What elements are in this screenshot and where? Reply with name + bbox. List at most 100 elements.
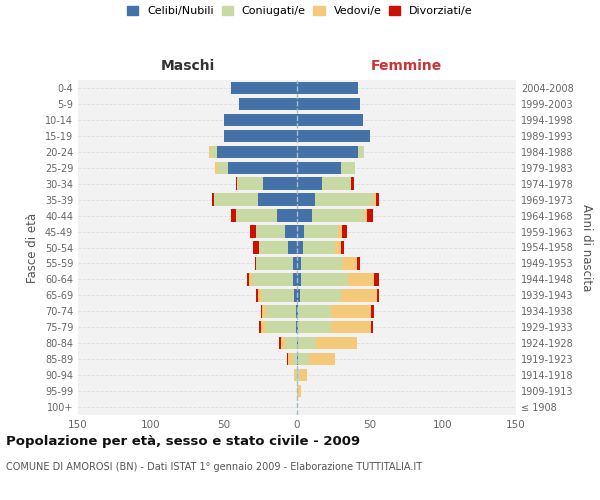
Bar <box>297 178 322 190</box>
Bar <box>297 130 370 142</box>
Bar <box>373 194 376 206</box>
Bar <box>247 273 249 285</box>
Bar <box>224 130 297 142</box>
Text: Popolazione per età, sesso e stato civile - 2009: Popolazione per età, sesso e stato civil… <box>6 435 360 448</box>
Bar <box>253 242 259 254</box>
Bar <box>256 289 257 302</box>
Text: Femmine: Femmine <box>371 58 442 72</box>
Bar <box>322 178 351 190</box>
Bar <box>257 289 262 302</box>
Bar <box>331 305 371 318</box>
Text: Maschi: Maschi <box>160 58 215 72</box>
Legend: Celibi/Nubili, Coniugati/e, Vedovi/e, Divorziati/e: Celibi/Nubili, Coniugati/e, Vedovi/e, Di… <box>127 6 473 16</box>
Bar <box>341 289 377 302</box>
Bar <box>331 321 371 334</box>
Bar <box>342 257 357 270</box>
Bar <box>237 178 263 190</box>
Bar <box>297 273 301 285</box>
Bar <box>297 82 358 94</box>
Bar <box>211 146 217 158</box>
Bar <box>288 242 297 254</box>
Bar <box>371 321 373 334</box>
Bar <box>293 273 297 285</box>
Bar <box>297 98 360 110</box>
Y-axis label: Anni di nascita: Anni di nascita <box>580 204 593 291</box>
Bar <box>229 162 297 174</box>
Bar <box>297 210 311 222</box>
Bar <box>262 289 294 302</box>
Bar <box>212 194 214 206</box>
Bar <box>297 114 363 126</box>
Bar <box>224 114 297 126</box>
Bar <box>377 289 379 302</box>
Bar <box>297 289 300 302</box>
Bar <box>342 226 347 238</box>
Bar <box>298 353 308 366</box>
Bar <box>304 226 338 238</box>
Bar <box>297 321 298 334</box>
Bar <box>259 242 288 254</box>
Bar <box>335 242 341 254</box>
Bar <box>297 353 298 366</box>
Bar <box>376 194 379 206</box>
Bar <box>297 146 358 158</box>
Bar <box>293 353 297 366</box>
Bar <box>286 337 297 349</box>
Bar <box>294 289 297 302</box>
Text: COMUNE DI AMOROSI (BN) - Dati ISTAT 1° gennaio 2009 - Elaborazione TUTTITALIA.IT: COMUNE DI AMOROSI (BN) - Dati ISTAT 1° g… <box>6 462 422 472</box>
Bar <box>296 369 297 382</box>
Bar <box>214 194 257 206</box>
Bar <box>236 178 237 190</box>
Bar <box>256 257 293 270</box>
Bar <box>249 273 252 285</box>
Bar <box>266 305 296 318</box>
Bar <box>367 210 373 222</box>
Bar <box>296 321 297 334</box>
Bar <box>209 146 211 158</box>
Bar <box>293 257 297 270</box>
Bar <box>298 337 316 349</box>
Bar <box>259 321 260 334</box>
Bar <box>297 162 341 174</box>
Bar <box>311 210 364 222</box>
Bar <box>232 210 236 222</box>
Bar <box>300 369 307 382</box>
Bar <box>297 305 298 318</box>
Bar <box>294 369 296 382</box>
Bar <box>287 353 288 366</box>
Bar <box>357 257 360 270</box>
Bar <box>297 337 298 349</box>
Bar <box>256 226 286 238</box>
Bar <box>263 178 297 190</box>
Bar <box>303 242 335 254</box>
Bar <box>297 194 314 206</box>
Bar <box>260 305 262 318</box>
Bar <box>374 273 379 285</box>
Bar <box>297 257 301 270</box>
Bar <box>348 273 374 285</box>
Bar <box>301 273 348 285</box>
Bar <box>257 194 297 206</box>
Bar <box>217 146 297 158</box>
Bar <box>286 226 297 238</box>
Bar <box>266 321 296 334</box>
Bar <box>358 146 364 158</box>
Bar <box>260 321 266 334</box>
Bar <box>236 210 277 222</box>
Bar <box>296 305 297 318</box>
Bar <box>338 226 342 238</box>
Bar <box>297 242 303 254</box>
Y-axis label: Fasce di età: Fasce di età <box>26 212 39 282</box>
Bar <box>297 226 304 238</box>
Bar <box>298 321 331 334</box>
Bar <box>341 162 355 174</box>
Bar <box>297 369 300 382</box>
Bar <box>254 257 256 270</box>
Bar <box>301 257 342 270</box>
Bar <box>280 337 281 349</box>
Bar <box>341 242 344 254</box>
Bar <box>298 305 331 318</box>
Bar <box>281 337 286 349</box>
Bar <box>215 162 218 174</box>
Bar <box>232 82 297 94</box>
